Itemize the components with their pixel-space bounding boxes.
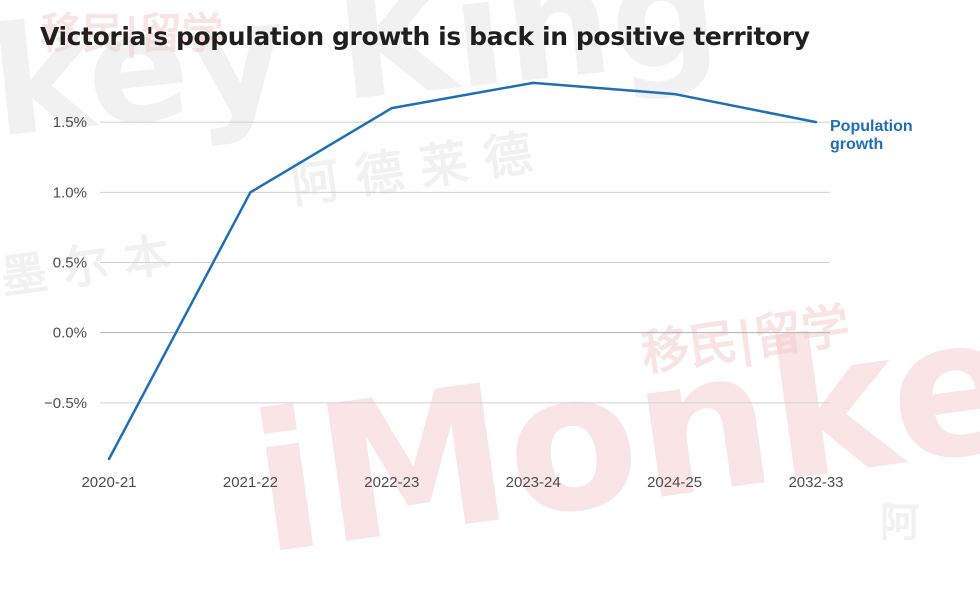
y-tick-label: 0.5% [53,254,87,271]
y-tick-label: −0.5% [44,395,87,412]
series-labels: Population growth [830,118,913,153]
x-tick-label: 2032-33 [788,474,843,491]
x-tick-label: 2021-22 [223,474,278,491]
y-tick-label: 1.5% [53,114,87,131]
x-tick-label: 2022-23 [364,474,419,491]
series-lines [107,81,818,461]
gridlines [100,121,830,404]
chart-title: Victoria's population growth is back in … [40,22,810,51]
y-tick-label: 0.0% [53,325,87,342]
x-tick-label: 2024-25 [647,474,702,491]
line-chart: 1.5% 1.0% 0.5% 0.0% −0.5% 2020-21 2021-22 2022… [44,81,913,491]
x-tick-label: 2020-21 [81,474,136,491]
x-tick-label: 2023-24 [506,474,561,491]
x-axis-tick-labels: 2020-21 2021-22 2022-23 2023-24 2024-25 2032-… [81,474,843,491]
series-line [107,81,818,461]
y-tick-label: 1.0% [53,184,87,201]
series-label: Population growth [830,118,913,153]
y-axis-tick-labels: 1.5% 1.0% 0.5% 0.0% −0.5% [44,114,87,412]
